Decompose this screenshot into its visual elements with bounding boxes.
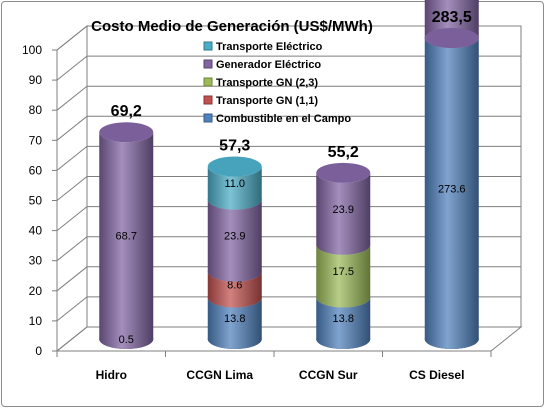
y-tick-label: 50 xyxy=(29,194,43,208)
y-tick-label: 20 xyxy=(29,284,43,298)
legend-swatch xyxy=(203,95,213,105)
bar-segment-top xyxy=(207,156,262,177)
legend-label: Generador Eléctrico xyxy=(216,59,321,71)
legend-swatch xyxy=(203,77,213,87)
total-label: 57,3 xyxy=(219,138,250,155)
data-label: 68.7 xyxy=(116,231,137,243)
x-tick-label: CCGN Lima xyxy=(186,368,253,382)
gridline xyxy=(56,206,521,231)
data-label: 11.0 xyxy=(224,178,245,190)
gridline xyxy=(56,176,521,201)
y-tick-label: 100 xyxy=(22,43,42,57)
y-tick-label: 40 xyxy=(29,224,43,238)
data-label: 0.5 xyxy=(119,334,134,346)
bar-segment xyxy=(207,166,262,210)
gridline xyxy=(56,296,521,322)
x-tick-label: CS Diesel xyxy=(409,368,464,382)
legend-swatch xyxy=(203,113,213,123)
bar-segment-top xyxy=(424,28,479,48)
y-tick-label: 80 xyxy=(29,103,43,117)
data-label: 273.6 xyxy=(438,184,466,196)
bar-group-ccgn-sur: 13.8 17.5 23.9 55,2 xyxy=(316,144,371,349)
bar-segment xyxy=(207,297,262,349)
gridline xyxy=(56,25,521,51)
x-tick-label: Hidro xyxy=(96,368,127,382)
data-label: 23.9 xyxy=(224,231,245,243)
data-label: 23.9 xyxy=(333,204,354,216)
gridline xyxy=(56,266,521,292)
y-tick-label: 30 xyxy=(29,254,43,268)
bar-segment xyxy=(207,271,262,308)
bar-segment xyxy=(316,172,371,255)
x-tick-label: CCGN Sur xyxy=(299,368,358,382)
bar-group-hidro: 68.7 0.5 69,2 xyxy=(99,103,154,349)
bar-segment xyxy=(316,244,371,308)
y-tick-label: 90 xyxy=(29,73,43,87)
total-label: 69,2 xyxy=(111,103,142,120)
data-label: 8.6 xyxy=(227,280,242,292)
gridline xyxy=(56,145,521,171)
gridline xyxy=(56,85,521,111)
gridline xyxy=(56,326,521,352)
bar-segment-top xyxy=(316,162,371,183)
gridline xyxy=(56,236,521,262)
legend-label: Transporte GN (2,3) xyxy=(216,77,318,89)
legend: Transporte Eléctrico Generador Eléctrico T… xyxy=(203,41,351,125)
data-label: 13.8 xyxy=(333,313,354,325)
legend-label: Transporte GN (1,1) xyxy=(216,95,318,107)
legend-label: Combustible en el Campo xyxy=(216,113,351,125)
bar-group-cs-diesel: 273.69.9283,5 xyxy=(424,0,479,349)
data-label: 17.5 xyxy=(333,266,354,278)
chart-title: Costo Medio de Generación (US$/MWh) xyxy=(91,18,373,35)
legend-swatch xyxy=(203,59,213,69)
bar-segment xyxy=(424,38,479,349)
gridline xyxy=(56,115,521,141)
data-label: 13.8 xyxy=(224,313,245,325)
total-label: 55,2 xyxy=(328,144,359,161)
gridline xyxy=(56,55,521,81)
total-label: 283,5 xyxy=(432,9,472,26)
legend-swatch xyxy=(203,41,213,51)
bar-segment xyxy=(99,132,154,349)
bar-segment-top xyxy=(99,122,154,143)
y-tick-label: 0 xyxy=(35,344,42,358)
y-tick-label: 10 xyxy=(29,314,43,328)
y-tick-label: 60 xyxy=(29,163,43,177)
bar-group-ccgn-lima: 13.8 8.6 23.9 11.0 57,3 xyxy=(207,138,262,349)
y-tick-label: 70 xyxy=(29,133,43,147)
bar-segment xyxy=(207,199,262,282)
legend-label: Transporte Eléctrico xyxy=(216,41,323,53)
bar-segment xyxy=(316,297,371,349)
